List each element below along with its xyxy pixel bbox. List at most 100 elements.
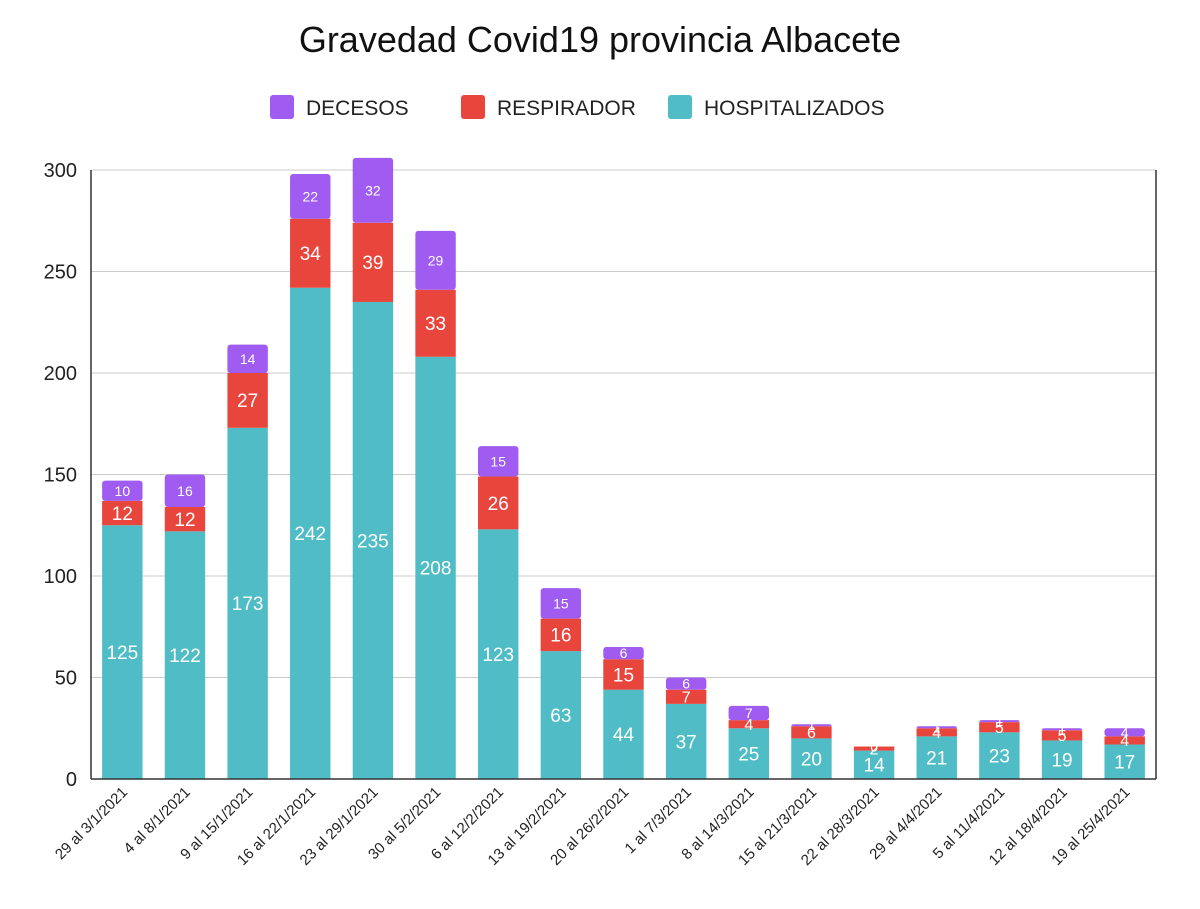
data-label-hospitalizados: 21 xyxy=(926,749,947,770)
data-label-decesos: 1 xyxy=(933,719,941,735)
bar-segment-respirador xyxy=(665,689,707,704)
bar-segment-decesos xyxy=(290,174,331,219)
chart-title: Gravedad Covid19 provincia Albacete xyxy=(299,19,901,60)
data-label-decesos: 10 xyxy=(115,483,131,499)
bar-segment-decesos xyxy=(102,480,143,501)
y-tick-label: 200 xyxy=(44,363,77,385)
data-label-decesos: 15 xyxy=(490,453,506,469)
data-label-hospitalizados: 123 xyxy=(482,645,514,666)
bars xyxy=(102,157,1145,779)
bar-segment-hospitalizados xyxy=(102,525,143,779)
bar-segment-decesos xyxy=(415,230,456,290)
bar-segment-decesos xyxy=(540,588,582,619)
data-label-respirador: 5 xyxy=(995,720,1004,737)
bar-segment-decesos xyxy=(791,724,832,727)
bar-segment-decesos xyxy=(478,446,519,477)
data-label-hospitalizados: 37 xyxy=(676,732,697,753)
bar-segment-hospitalizados xyxy=(227,427,268,779)
data-label-respirador: 4 xyxy=(932,725,941,742)
data-label-respirador: 16 xyxy=(550,626,571,647)
y-tick-label: 250 xyxy=(44,262,77,284)
bar-segment-hospitalizados xyxy=(665,703,707,779)
y-tick-label: 300 xyxy=(44,160,77,182)
bar-segment-decesos xyxy=(1104,728,1145,737)
data-label-respirador: 4 xyxy=(1120,733,1129,750)
bar-segment-decesos xyxy=(728,705,769,721)
data-label-respirador: 7 xyxy=(682,690,691,707)
data-label-hospitalizados: 63 xyxy=(550,706,571,727)
bar-segment-respirador xyxy=(791,726,832,739)
data-label-respirador: 27 xyxy=(237,391,258,412)
data-label-decesos: 1 xyxy=(995,713,1003,729)
data-label-hospitalizados: 173 xyxy=(232,594,264,615)
data-label-hospitalizados: 19 xyxy=(1051,751,1072,772)
y-tick-label: 150 xyxy=(44,465,77,487)
bar-segment-decesos xyxy=(979,720,1020,723)
data-label-hospitalizados: 125 xyxy=(106,643,138,664)
bar-segment-respirador xyxy=(290,218,331,288)
data-label-respirador: 26 xyxy=(488,494,509,515)
data-label-decesos: 0 xyxy=(870,739,878,755)
bar-segment-hospitalizados xyxy=(415,356,456,779)
bar-segment-hospitalizados xyxy=(1041,740,1083,779)
data-label-respirador: 33 xyxy=(425,314,446,335)
data-label-decesos: 4 xyxy=(1121,724,1129,740)
bar-segment-respirador xyxy=(603,659,644,690)
legend-label-respirador: RESPIRADOR xyxy=(497,97,636,120)
data-label-respirador: 12 xyxy=(174,510,195,531)
data-label-hospitalizados: 44 xyxy=(613,725,635,746)
data-label-respirador: 5 xyxy=(1058,728,1067,745)
bar-segment-respirador xyxy=(478,476,519,530)
data-label-respirador: 4 xyxy=(744,717,753,734)
data-label-hospitalizados: 235 xyxy=(357,531,389,552)
data-label-respirador: 6 xyxy=(807,725,816,742)
bar-segment-decesos xyxy=(665,677,707,690)
data-label-decesos: 29 xyxy=(428,252,444,268)
bar-segment-respirador xyxy=(415,289,456,357)
bar-segment-respirador xyxy=(540,618,582,652)
gridlines xyxy=(91,169,1156,678)
data-label-respirador: 2 xyxy=(870,741,879,758)
legend-swatch-hospitalizados xyxy=(668,95,692,119)
legend: DECESOS RESPIRADOR HOSPITALIZADOS xyxy=(270,95,884,120)
data-label-decesos: 1 xyxy=(808,717,816,733)
data-label-decesos: 22 xyxy=(302,188,318,204)
y-tick-label: 50 xyxy=(55,668,77,690)
bar-segment-decesos xyxy=(916,726,957,729)
data-label-respirador: 39 xyxy=(362,253,383,274)
data-label-decesos: 15 xyxy=(553,595,569,611)
bar-segment-respirador xyxy=(102,500,143,526)
y-tick-label: 100 xyxy=(44,566,77,588)
data-label-hospitalizados: 122 xyxy=(169,646,201,667)
data-label-respirador: 34 xyxy=(300,244,322,265)
data-label-hospitalizados: 20 xyxy=(801,750,822,771)
bar-segment-decesos xyxy=(164,474,206,507)
bar-segment-respirador xyxy=(352,222,394,302)
bar-segment-hospitalizados xyxy=(478,529,519,779)
bar-segment-respirador xyxy=(164,506,206,532)
data-label-decesos: 1 xyxy=(1058,721,1066,737)
bar-segment-hospitalizados xyxy=(540,651,582,779)
data-label-decesos: 14 xyxy=(240,351,256,367)
data-label-hospitalizados: 23 xyxy=(989,746,1010,767)
y-axis: 0 50 100 150 200 250 300 xyxy=(44,160,1157,791)
data-label-decesos: 6 xyxy=(620,645,628,661)
bar-segment-hospitalizados xyxy=(290,287,331,779)
bar-segment-hospitalizados xyxy=(728,728,769,779)
bar-segment-decesos xyxy=(352,157,394,223)
bar-segment-hospitalizados xyxy=(791,738,832,779)
bar-segment-decesos xyxy=(227,344,268,373)
bar-segment-respirador xyxy=(1104,736,1145,745)
data-label-hospitalizados: 208 xyxy=(420,559,452,580)
bar-segment-hospitalizados xyxy=(603,689,644,779)
legend-label-decesos: DECESOS xyxy=(306,97,409,120)
bar-segment-respirador xyxy=(979,722,1020,733)
data-label-hospitalizados: 17 xyxy=(1114,753,1135,774)
bar-segment-respirador xyxy=(916,728,957,737)
bar-segment-hospitalizados xyxy=(853,750,895,779)
bar-segment-hospitalizados xyxy=(1104,744,1145,779)
data-label-respirador: 12 xyxy=(112,504,133,525)
bar-segment-respirador xyxy=(1041,730,1083,741)
bar-segment-hospitalizados xyxy=(352,301,394,779)
